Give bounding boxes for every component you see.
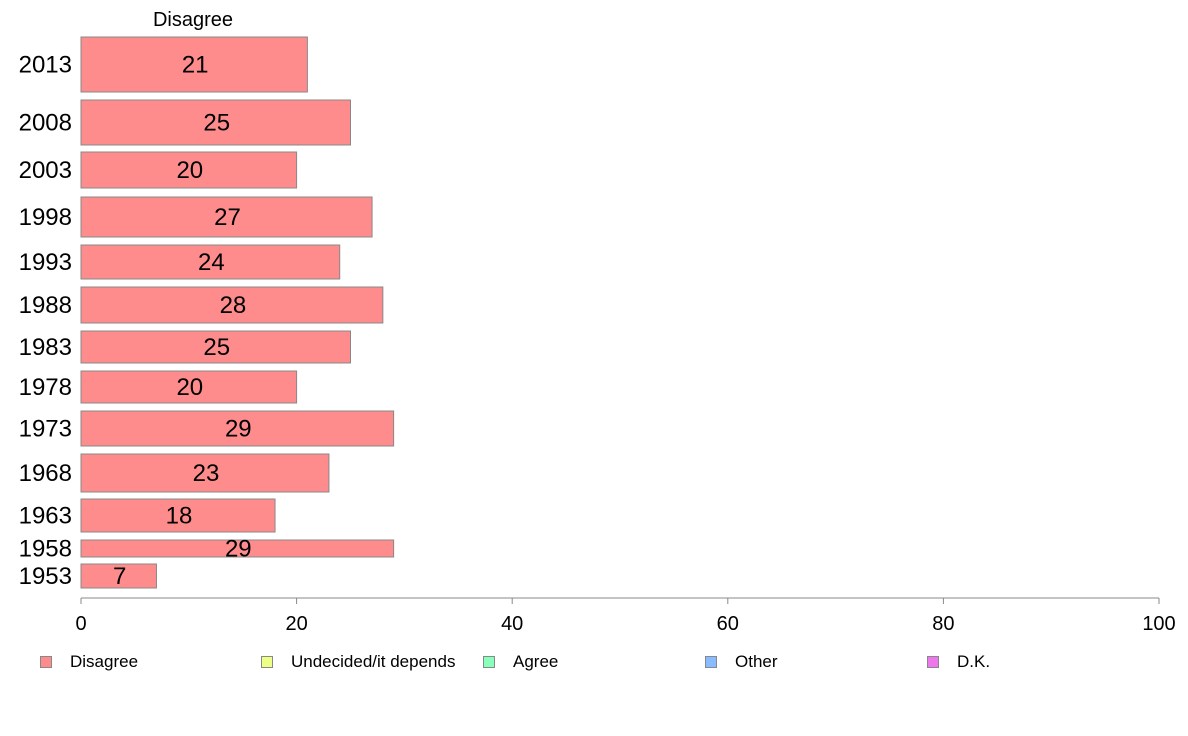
category-label-2003: 2003 [19,157,72,184]
category-label-1988: 1988 [19,292,72,319]
bar-1953 [80,563,157,589]
legend: Disagree Undecided/it depends Agree Othe… [0,650,1188,674]
x-tick-label-0: 0 [75,613,86,635]
bars-layer: 21 2013 25 2008 20 2003 27 1998 24 1993 28 1988 25 19… [19,36,395,590]
category-label-1973: 1973 [19,416,72,443]
legend-swatch-agree [483,656,495,668]
x-tick-label-20: 20 [285,613,307,635]
legend-item-other: Other [705,650,778,674]
legend-item-agree: Agree [483,650,558,674]
bar-1978 [80,370,298,404]
x-axis: 0 20 40 60 80 100 [75,597,1176,635]
legend-item-dk: D.K. [927,650,990,674]
data-label-1973: 29 [225,416,252,443]
category-label-1993: 1993 [19,249,72,276]
data-label-1993: 24 [198,249,225,276]
bar-1958 [80,539,395,558]
category-label-1983: 1983 [19,334,72,361]
legend-item-disagree: Disagree [40,650,138,674]
data-label-1983: 25 [203,334,230,361]
data-label-1988: 28 [220,292,247,319]
data-label-2003: 20 [176,157,203,184]
legend-swatch-dk [927,656,939,668]
bar-2013 [80,36,308,93]
legend-swatch-undecided [261,656,273,668]
x-tick-label-80: 80 [932,613,954,635]
legend-swatch-other [705,656,717,668]
column-header: Disagree [153,9,233,31]
category-label-1978: 1978 [19,374,72,401]
category-label-1958: 1958 [19,536,72,563]
category-label-2013: 2013 [19,52,72,79]
legend-item-undecided: Undecided/it depends [261,650,455,674]
bar-2008 [80,99,351,146]
category-label-2008: 2008 [19,110,72,137]
bar-1968 [80,453,330,493]
data-label-1953: 7 [113,563,126,590]
legend-label: D.K. [957,652,991,671]
data-label-1998: 27 [214,204,241,231]
bar-1983 [80,330,351,364]
data-label-1978: 20 [176,374,203,401]
x-tick-label-100: 100 [1142,613,1175,635]
data-label-1968: 23 [193,460,220,487]
legend-label: Agree [513,652,559,671]
data-label-1958: 29 [225,536,252,563]
bar-1988 [80,286,384,324]
legend-label: Other [735,652,778,671]
bar-chart: Disagree 2120132520082020032719982419932… [19,9,1176,635]
bar-1963 [80,498,276,533]
bar-1973 [80,410,395,447]
bar-1993 [80,244,341,280]
x-tick-label-60: 60 [717,613,739,635]
data-label-2013: 21 [182,52,209,79]
category-label-1963: 1963 [19,503,72,530]
category-label-1968: 1968 [19,460,72,487]
data-label-2008: 25 [203,110,230,137]
x-tick-label-40: 40 [501,613,523,635]
data-label-1963: 18 [166,503,193,530]
category-label-1953: 1953 [19,563,72,590]
legend-label: Disagree [70,652,139,671]
legend-label: Undecided/it depends [291,652,456,671]
bar-2003 [80,151,298,189]
category-label-1998: 1998 [19,204,72,231]
legend-swatch-disagree [40,656,52,668]
bar-1998 [80,196,373,238]
